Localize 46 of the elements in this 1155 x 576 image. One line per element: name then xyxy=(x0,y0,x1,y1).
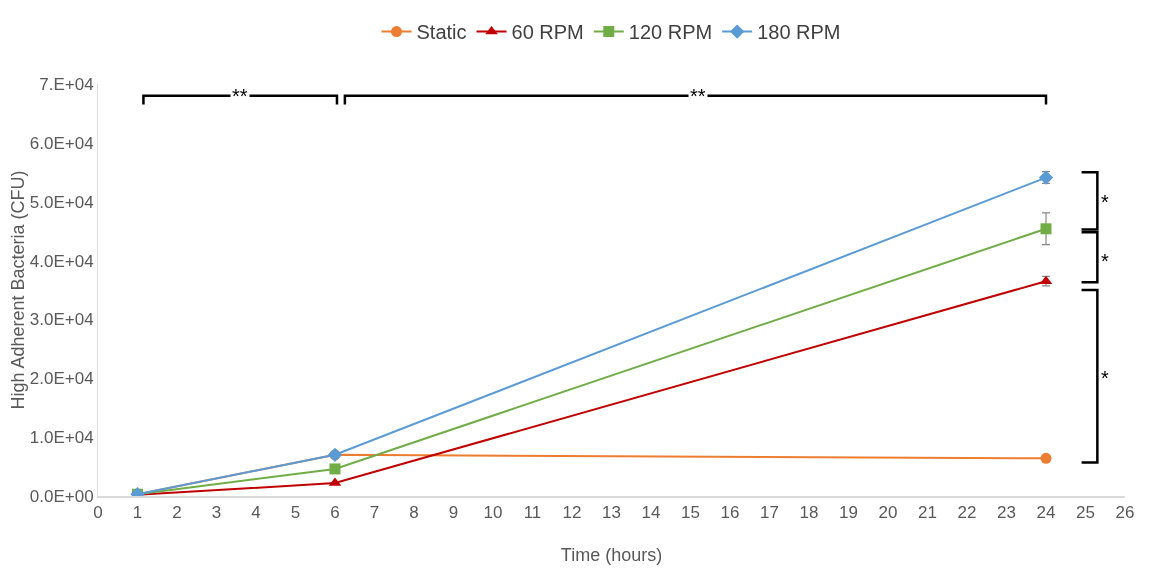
x-tick-label: 25 xyxy=(1076,503,1095,523)
x-tick-label: 17 xyxy=(760,503,779,523)
x-axis-title: Time (hours) xyxy=(560,544,663,565)
x-tick-label: 14 xyxy=(641,503,661,523)
annotation: * xyxy=(1101,367,1109,389)
x-tick-label: 9 xyxy=(448,503,459,523)
x-tick-label: 19 xyxy=(839,503,858,523)
x-tick-label: 11 xyxy=(523,503,542,523)
x-tick-label: 0 xyxy=(93,503,103,523)
x-tick-label: 18 xyxy=(799,503,819,523)
x-tick-label: 20 xyxy=(878,503,898,523)
x-tick-label: 8 xyxy=(409,503,419,523)
x-tick-label: 5 xyxy=(290,503,301,523)
x-tick-label: 23 xyxy=(997,503,1016,523)
x-tick-label: 22 xyxy=(957,503,977,523)
x-tick-label: 16 xyxy=(720,503,740,523)
x-tick-label: 13 xyxy=(602,503,621,523)
x-tick-label: 7 xyxy=(369,503,380,523)
annotation: * xyxy=(1101,191,1109,213)
y-tick-label: 3.0E+04 xyxy=(29,310,94,330)
x-tick-label: 6 xyxy=(330,503,340,523)
x-tick-label: 3 xyxy=(211,503,222,523)
x-tick-label: 15 xyxy=(681,503,700,523)
x-tick-label: 1 xyxy=(132,503,143,523)
x-tick-label: 21 xyxy=(918,503,937,523)
legend-label: 180 RPM xyxy=(757,21,841,44)
legend-label: 120 RPM xyxy=(628,21,713,44)
y-tick-label: 5.0E+04 xyxy=(29,192,94,212)
y-tick-label: 0.0E+00 xyxy=(29,486,94,506)
x-tick-label: 2 xyxy=(172,503,182,523)
x-tick-label: 4 xyxy=(251,503,261,523)
x-tick-label: 26 xyxy=(1115,503,1135,523)
y-axis-title: High Adherent Bacteria (CFU) xyxy=(7,170,28,410)
annotation: ** xyxy=(690,85,706,107)
annotation: ** xyxy=(232,85,248,107)
y-tick-label: 1.0E+04 xyxy=(29,428,94,448)
y-tick-label: 4.0E+04 xyxy=(29,251,94,271)
x-tick-label: 24 xyxy=(1036,503,1056,523)
y-tick-label: 7.E+04 xyxy=(39,74,94,94)
y-tick-label: 6.0E+04 xyxy=(29,133,94,153)
legend-label: Static xyxy=(416,21,467,44)
x-tick-label: 10 xyxy=(483,503,503,523)
y-tick-label: 2.0E+04 xyxy=(29,369,94,389)
x-tick-label: 12 xyxy=(562,503,582,523)
legend-label: 60 RPM xyxy=(511,21,584,44)
annotation: * xyxy=(1101,250,1109,272)
